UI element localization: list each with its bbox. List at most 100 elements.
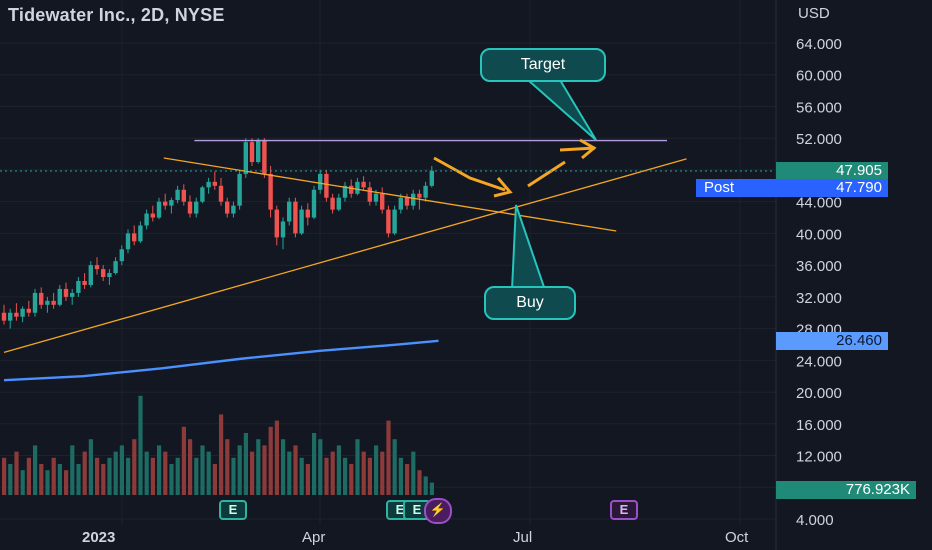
candle-body: [231, 205, 236, 214]
candle-body: [342, 185, 348, 198]
candle-body: [404, 197, 410, 206]
volume-bar: [150, 457, 155, 495]
candle-body: [392, 209, 397, 234]
candle-body: [125, 233, 131, 250]
volume-bar: [262, 445, 267, 495]
ma-price-tag: 26.460: [776, 332, 888, 350]
candle-body: [299, 209, 304, 234]
volume-bar: [380, 451, 385, 495]
volume-bar: [361, 451, 366, 495]
volume-bar: [343, 457, 348, 495]
candle-body: [194, 201, 199, 214]
candle-body: [280, 221, 286, 238]
volume-bar: [293, 445, 298, 495]
volume-bar: [181, 426, 186, 495]
volume-bar: [82, 451, 87, 495]
currency-label: USD: [798, 5, 830, 22]
candle-body: [144, 213, 149, 226]
volume-bar: [305, 464, 310, 495]
down-arrow: [433, 156, 506, 192]
volume-bar: [374, 445, 379, 495]
target-callout[interactable]: Target: [480, 48, 606, 82]
volume-bar: [57, 464, 62, 495]
volume-bar: [200, 445, 205, 495]
volume-tag: 776.923K: [776, 481, 916, 499]
volume-bar: [138, 395, 143, 495]
candle-body: [119, 249, 124, 262]
candle-body: [256, 139, 261, 162]
volume-bar: [281, 439, 286, 495]
candle-body: [175, 189, 180, 201]
target-pointer: [525, 79, 597, 141]
volume-bar: [212, 464, 217, 495]
volume-bar: [14, 451, 19, 495]
candle-body: [429, 170, 434, 186]
volume-bar: [268, 426, 273, 495]
volume-bar: [429, 482, 434, 495]
candle-body: [355, 181, 360, 194]
trendline-ascending: [3, 158, 687, 354]
earnings-marker-future[interactable]: E: [610, 500, 638, 520]
candle-body: [398, 197, 403, 210]
volume-bar: [392, 439, 397, 495]
last-price-tag: 47.905: [776, 162, 888, 180]
candle-body: [163, 201, 168, 206]
candle-body: [293, 201, 298, 234]
candle-body: [380, 193, 385, 210]
volume-bar: [188, 439, 193, 495]
volume-bar: [169, 464, 174, 495]
volume-bar: [417, 470, 422, 495]
trendline-descending: [163, 157, 617, 232]
volume-bar: [33, 445, 38, 495]
candle-body: [132, 233, 137, 242]
volume-bar: [107, 457, 112, 495]
candle-body: [63, 288, 69, 297]
candle-body: [82, 281, 87, 285]
volume-bar: [8, 464, 13, 495]
volume-bar: [367, 457, 372, 495]
candle-body: [1, 312, 7, 321]
volume-bar: [411, 451, 416, 495]
volume-bar: [219, 414, 224, 495]
x-label-apr: Apr: [302, 529, 326, 546]
moving-average-line: [3, 339, 439, 382]
y-tick-label: 40.000: [796, 226, 842, 243]
down-arrow-head: [493, 177, 513, 198]
earnings-marker-1[interactable]: E: [219, 500, 247, 520]
target-label: Target: [520, 56, 566, 73]
volume-bar: [101, 464, 106, 495]
candle-body: [262, 139, 267, 174]
up-arrow: [527, 160, 566, 188]
volume-bar: [336, 445, 341, 495]
candle-body: [336, 197, 341, 210]
candle-body: [268, 173, 273, 210]
volume-bar: [76, 464, 81, 495]
y-tick-label: 12.000: [796, 449, 842, 466]
volume-bar: [194, 457, 199, 495]
up-arrow-line: [559, 146, 596, 152]
y-tick-label: 60.000: [796, 68, 842, 85]
up-arrow-head: [579, 138, 597, 160]
lightning-icon[interactable]: ⚡: [424, 498, 452, 524]
volume-bar: [243, 433, 248, 495]
volume-bar: [398, 457, 403, 495]
candle-body: [417, 193, 422, 198]
volume-bar: [2, 457, 7, 495]
candle-body: [45, 300, 50, 305]
y-tick-label: 64.000: [796, 36, 842, 53]
candle-body: [218, 185, 224, 202]
candle-body: [138, 225, 143, 242]
candle-body: [150, 213, 155, 218]
candle-body: [318, 173, 323, 190]
candlesticks: [1, 138, 434, 329]
candle-body: [349, 185, 354, 194]
candle-body: [76, 281, 81, 293]
candle-body: [70, 292, 75, 297]
buy-callout[interactable]: Buy: [484, 286, 576, 320]
candle-body: [57, 288, 62, 305]
volume-bar: [349, 464, 354, 495]
y-tick-label: 4.000: [796, 512, 834, 529]
candle-body: [324, 173, 329, 198]
volume-bar: [330, 451, 335, 495]
